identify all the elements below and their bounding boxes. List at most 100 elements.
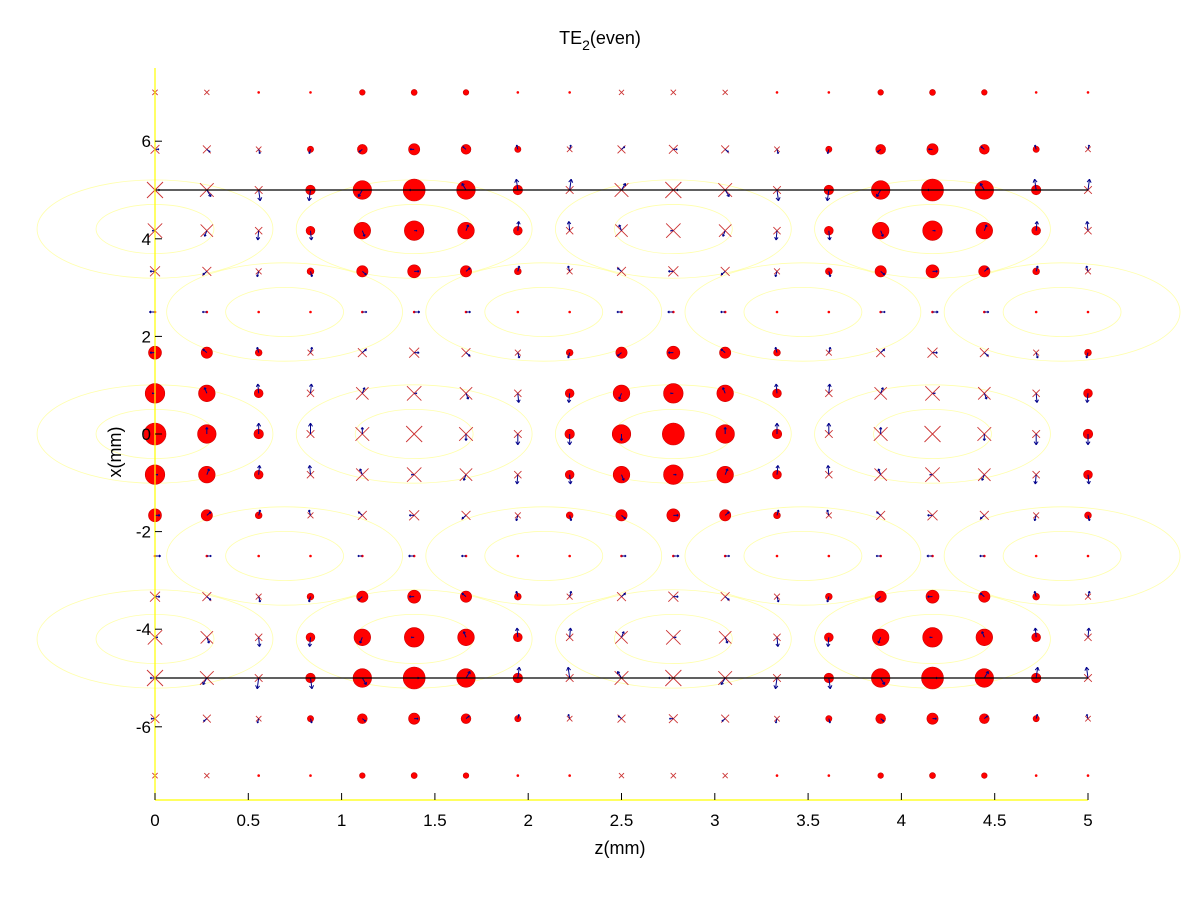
h-field-arrowhead xyxy=(877,468,881,472)
h-field-arrowhead xyxy=(515,518,519,522)
h-field-arrow xyxy=(204,387,208,394)
h-field-arrowhead xyxy=(1034,666,1040,671)
h-field-arrowhead xyxy=(984,224,988,228)
h-field-arrowhead xyxy=(1085,265,1089,268)
ey-cross-marker xyxy=(255,715,262,722)
h-field-arrowhead xyxy=(357,554,360,558)
h-field-arrowhead xyxy=(1033,518,1037,522)
h-field-arrow xyxy=(775,677,778,689)
y-axis-label: x(mm) xyxy=(105,427,125,478)
h-field-arrowhead xyxy=(360,427,365,430)
h-field-arrowhead xyxy=(517,714,520,717)
ey-dot-marker xyxy=(410,89,418,96)
ey-cross-marker xyxy=(722,772,729,779)
h-field-arrow xyxy=(724,189,730,197)
ey-dot-marker xyxy=(775,310,779,314)
h-field-arrowhead xyxy=(357,193,362,198)
ey-cross-marker xyxy=(824,429,834,439)
ey-dot-marker xyxy=(1034,774,1038,777)
h-field-arrowhead xyxy=(979,554,982,558)
h-field-arrow xyxy=(309,383,312,394)
h-field-arrow xyxy=(877,468,882,475)
h-field-arrowhead xyxy=(774,383,779,388)
h-field-arrow xyxy=(979,183,985,191)
h-field-arrowhead xyxy=(618,396,622,400)
h-field-arrowhead xyxy=(411,636,413,639)
h-field-arrowhead xyxy=(409,595,411,599)
h-field-arrowhead xyxy=(826,422,832,427)
ey-cross-marker xyxy=(1084,268,1092,275)
h-field-arrow xyxy=(880,677,886,685)
h-field-arrowhead xyxy=(1085,399,1090,403)
h-field-arrowhead xyxy=(255,383,261,388)
h-field-arrowhead xyxy=(1035,714,1039,717)
h-field-arrow xyxy=(826,189,830,201)
h-field-arrowhead xyxy=(876,511,879,514)
y-tick-label: 2 xyxy=(142,327,151,346)
h-field-arrowhead xyxy=(1034,144,1037,147)
h-field-arrow xyxy=(569,627,571,638)
h-field-arrowhead xyxy=(621,631,625,634)
ey-dot-marker xyxy=(1034,91,1038,94)
h-field-arrowhead xyxy=(774,721,778,724)
h-field-arrowhead xyxy=(358,150,361,153)
h-field-arrowhead xyxy=(468,267,471,270)
h-field-arrowhead xyxy=(158,554,161,558)
h-field-arrow xyxy=(309,637,311,647)
ey-dot-marker xyxy=(775,554,779,558)
h-field-arrowhead xyxy=(409,513,411,517)
h-field-arrowhead xyxy=(307,465,312,469)
h-field-arrow xyxy=(828,677,831,689)
h-field-arrowhead xyxy=(880,234,884,237)
h-field-arrowhead xyxy=(776,509,780,512)
h-field-arrowhead xyxy=(935,269,938,273)
contour-line xyxy=(295,384,533,484)
h-field-arrow xyxy=(569,179,572,191)
h-field-arrowhead xyxy=(984,396,988,400)
h-field-arrow xyxy=(206,189,212,197)
h-field-arrow xyxy=(359,468,363,475)
h-field-arrowhead xyxy=(569,144,572,147)
h-field-arrowhead xyxy=(208,511,212,514)
h-field-arrowhead xyxy=(876,193,880,198)
h-field-arrowhead xyxy=(365,310,368,314)
x-tick-label: 5 xyxy=(1083,811,1092,830)
h-field-arrowhead xyxy=(1034,221,1039,225)
ey-cross-marker xyxy=(927,347,938,358)
contour-line xyxy=(166,262,403,362)
x-tick-label: 2.5 xyxy=(610,811,634,830)
ey-dot-marker xyxy=(827,554,831,558)
chart-title-subscript: 2 xyxy=(582,37,590,53)
h-field-arrowhead xyxy=(256,274,259,278)
h-field-arrowhead xyxy=(202,681,206,686)
ey-cross-marker xyxy=(924,385,941,401)
h-field-arrowhead xyxy=(207,640,210,644)
h-field-arrowhead xyxy=(726,150,729,153)
h-field-arrow xyxy=(983,224,988,231)
h-field-arrow xyxy=(461,183,467,191)
h-field-arrowhead xyxy=(515,627,520,632)
h-field-arrowhead xyxy=(462,631,466,634)
h-field-arrowhead xyxy=(877,640,881,644)
h-field-arrowhead xyxy=(461,554,464,558)
h-field-arrowhead xyxy=(880,387,884,390)
h-field-arrowhead xyxy=(979,182,984,187)
ey-cross-marker xyxy=(670,772,677,779)
h-field-arrowhead xyxy=(362,234,366,237)
h-field-arrowhead xyxy=(362,387,366,390)
h-field-arrowhead xyxy=(775,643,780,647)
contour-line xyxy=(943,262,1181,362)
h-field-arrow xyxy=(1086,221,1089,231)
h-field-arrow xyxy=(621,631,625,638)
ey-cross-marker xyxy=(1084,633,1092,642)
contour-line xyxy=(555,589,792,689)
h-field-arrowhead xyxy=(307,509,311,512)
h-field-arrow xyxy=(309,677,313,689)
ey-cross-marker xyxy=(618,772,625,779)
h-field-arrowhead xyxy=(727,511,730,514)
h-field-arrowhead xyxy=(1035,265,1039,268)
h-field-arrow xyxy=(1034,179,1037,191)
h-field-arrowhead xyxy=(256,346,259,350)
h-field-arrow xyxy=(877,637,882,644)
h-field-arrowhead xyxy=(1084,666,1090,671)
